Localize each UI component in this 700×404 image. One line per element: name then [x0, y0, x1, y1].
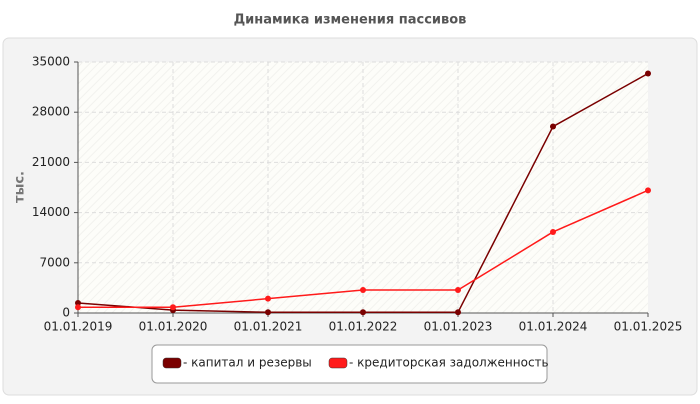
data-point [360, 287, 366, 294]
data-point [265, 309, 271, 316]
data-point [265, 295, 271, 302]
data-point [550, 228, 556, 235]
x-tick-label: 01.01.2024 [519, 320, 588, 334]
x-tick-label: 01.01.2019 [44, 320, 113, 334]
plot-area [78, 62, 648, 313]
data-point [455, 287, 461, 294]
x-tick-label: 01.01.2021 [234, 320, 303, 334]
data-point [360, 309, 366, 316]
x-tick-label: 01.01.2022 [329, 320, 398, 334]
legend-swatch [328, 357, 348, 369]
x-tick-label: 01.01.2025 [614, 320, 683, 334]
legend [151, 344, 548, 384]
legend-swatch [162, 357, 182, 369]
x-tick-label: 01.01.2020 [139, 320, 208, 334]
y-tick-label: 7000 [39, 255, 70, 269]
data-point [550, 123, 556, 130]
data-point [455, 309, 461, 316]
data-point [75, 299, 81, 306]
y-axis-label: тыс. [13, 171, 28, 203]
y-tick-label: 28000 [32, 105, 70, 119]
data-point [645, 70, 651, 77]
y-tick-label: 21000 [32, 155, 70, 169]
y-tick-label: 14000 [32, 205, 70, 219]
data-point [75, 304, 81, 311]
chart-title: Динамика изменения пассивов [234, 13, 467, 28]
data-point [645, 187, 651, 194]
data-point [170, 304, 176, 311]
y-tick-label: 0 [62, 306, 70, 320]
y-tick-label: 35000 [32, 55, 70, 69]
legend-label: - кредиторская задолженность [349, 356, 549, 370]
legend-label: - капитал и резервы [183, 356, 312, 370]
x-tick-label: 01.01.2023 [424, 320, 493, 334]
